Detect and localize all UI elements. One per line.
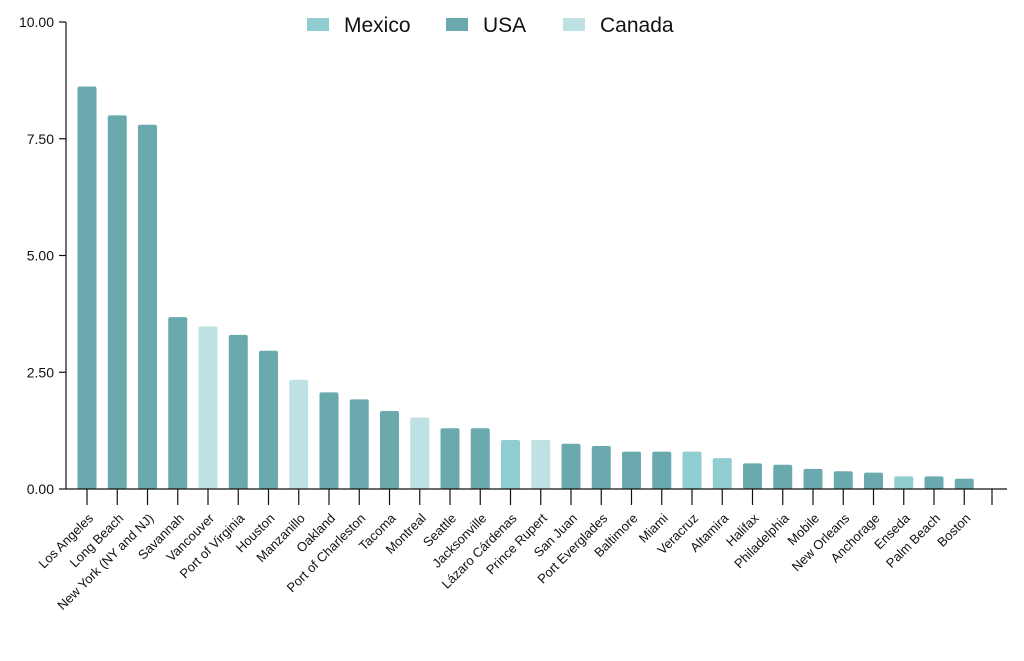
legend-label: USA	[483, 14, 526, 37]
bar-los-angeles	[77, 86, 97, 490]
legend-item-usa: USA	[446, 14, 526, 37]
bar-philadelphia	[773, 464, 793, 489]
bar-palm-beach	[924, 476, 944, 489]
y-tick-label: 5.00	[27, 248, 54, 264]
bar-miami	[652, 451, 672, 489]
legend-item-mexico: Mexico	[307, 14, 411, 37]
y-tick-label: 2.50	[27, 364, 54, 380]
legend: Mexico USA Canada	[307, 14, 674, 37]
legend-label: Mexico	[344, 14, 411, 37]
bar-tacoma	[380, 411, 399, 489]
bar-seattle	[440, 428, 460, 489]
y-tick-label: 7.50	[27, 131, 54, 147]
bar-long-beach	[107, 115, 127, 490]
y-tick-label: 0.00	[27, 481, 54, 497]
legend-swatch	[446, 18, 468, 31]
bar-savannah	[168, 317, 188, 489]
bar-houston	[259, 350, 278, 489]
bars-group	[77, 86, 974, 490]
x-tick-label-boston: Boston	[934, 511, 973, 550]
bar-manzanillo	[289, 379, 309, 489]
bar-jacksonville	[470, 428, 490, 489]
bar-new-orleans	[833, 471, 853, 489]
bar-montreal	[410, 417, 430, 489]
bar-mobile	[803, 468, 823, 489]
bar-altamira	[712, 458, 732, 489]
y-tick-label: 10.00	[19, 14, 54, 30]
legend-swatch	[563, 18, 585, 31]
bar-enseda	[894, 476, 914, 489]
bar-baltimore	[622, 451, 641, 489]
bar-san-juan	[561, 443, 581, 489]
bar-lazaro-cardenas	[501, 439, 520, 489]
bar-new-york-ny-and-nj	[138, 124, 157, 490]
legend-swatch	[307, 18, 329, 31]
bar-port-of-charleston	[349, 399, 369, 489]
bar-halifax	[743, 463, 762, 489]
bar-port-of-virginia	[228, 334, 248, 489]
bar-anchorage	[864, 472, 883, 489]
bar-vancouver	[198, 326, 218, 489]
bar-prince-rupert	[531, 439, 551, 489]
legend-item-canada: Canada	[563, 14, 674, 37]
bar-oakland	[319, 392, 339, 489]
y-axis: 0.00 2.50 5.00 7.50 10.00	[19, 14, 67, 497]
bar-port-everglades	[591, 446, 611, 489]
bar-boston	[954, 478, 974, 489]
bar-veracruz	[682, 451, 702, 489]
legend-label: Canada	[600, 14, 674, 37]
